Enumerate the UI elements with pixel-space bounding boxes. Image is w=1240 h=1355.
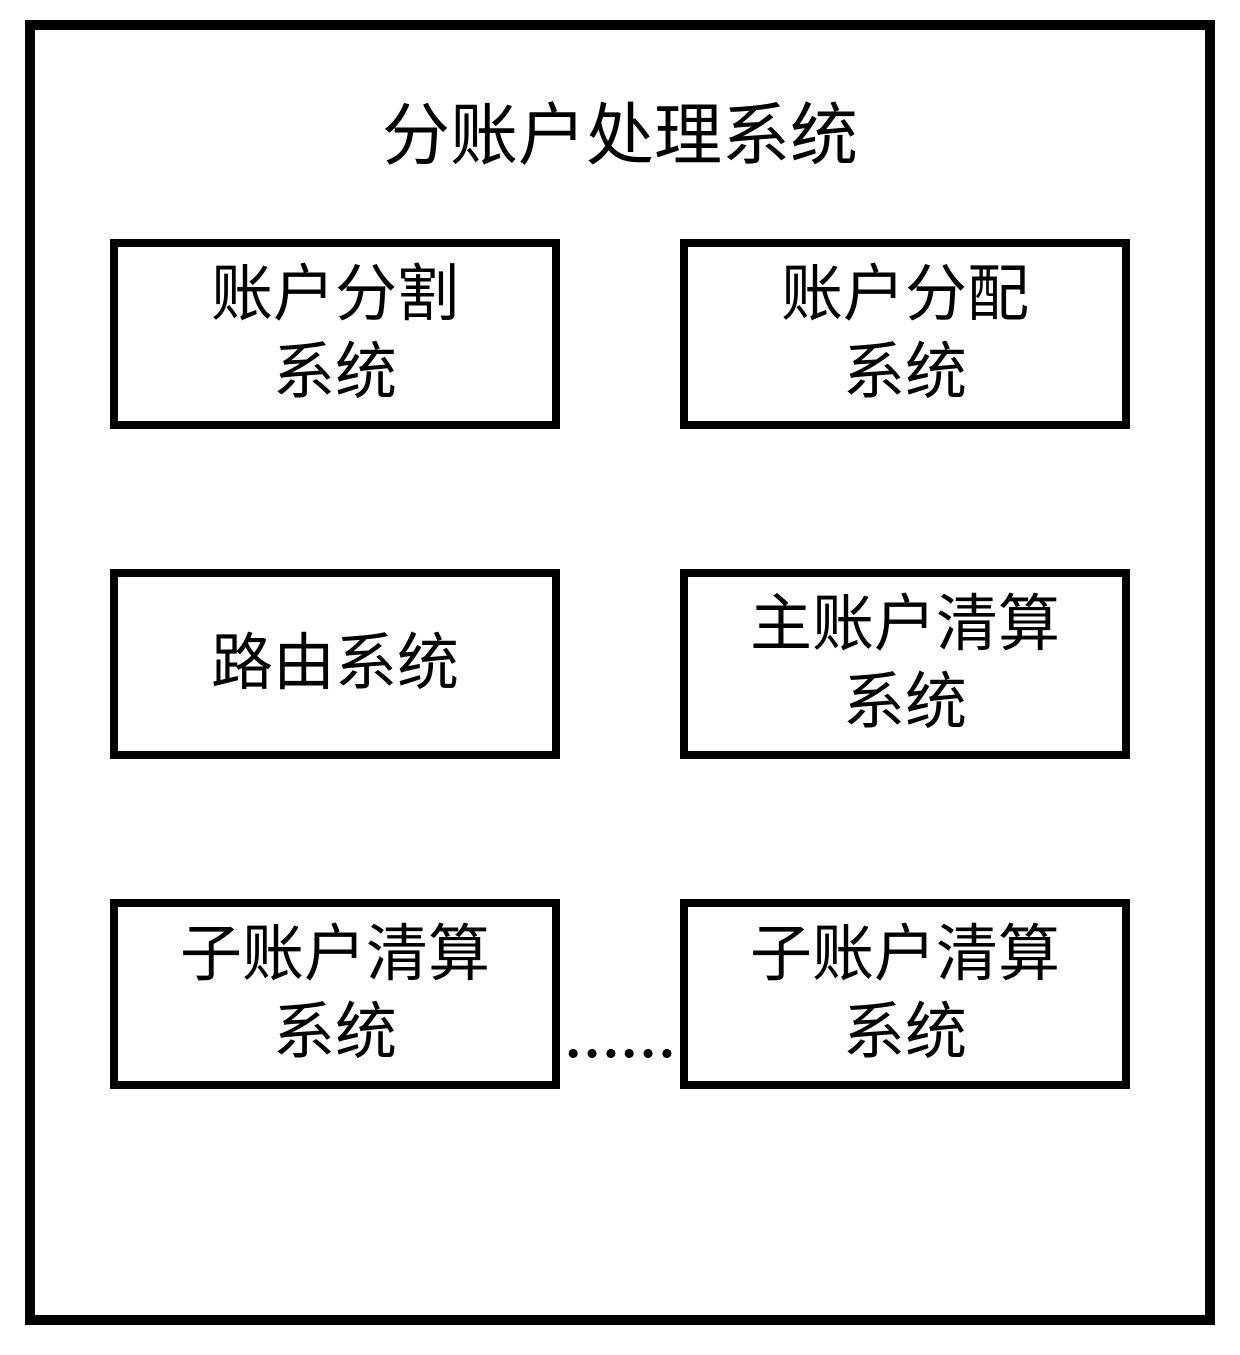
node-text-line: 系统 [843,334,967,412]
node-text-line: 系统 [843,664,967,742]
node-text-line: 系统 [273,334,397,412]
diagram-row: 路由系统 主账户清算系统 [110,569,1130,759]
diagram-row: 子账户清算系统……子账户清算系统 [110,899,1130,1089]
rows-wrapper: 账户分割系统账户分配系统路由系统主账户清算系统子账户清算系统……子账户清算系统 [110,239,1130,1089]
node-text-line: 账户分配 [781,256,1029,334]
node-text-line: 系统 [843,994,967,1072]
diagram-node: 账户分割系统 [110,239,560,429]
diagram-node: 账户分配系统 [680,239,1130,429]
ellipsis: …… [564,1007,676,1071]
diagram-node: 子账户清算系统 [680,899,1130,1089]
node-text-line: 系统 [273,994,397,1072]
diagram-row: 账户分割系统账户分配系统 [110,239,1130,429]
node-text-line: 账户分割 [211,256,459,334]
node-text-line: 主账户清算 [750,586,1060,664]
node-text-line: 路由系统 [211,625,459,703]
node-text-line: 子账户清算 [180,916,490,994]
diagram-container: 分账户处理系统 账户分割系统账户分配系统路由系统主账户清算系统子账户清算系统……… [25,20,1215,1325]
diagram-node: 路由系统 [110,569,560,759]
node-text-line: 子账户清算 [750,916,1060,994]
diagram-node: 子账户清算系统 [110,899,560,1089]
diagram-node: 主账户清算系统 [680,569,1130,759]
diagram-title: 分账户处理系统 [382,80,858,179]
